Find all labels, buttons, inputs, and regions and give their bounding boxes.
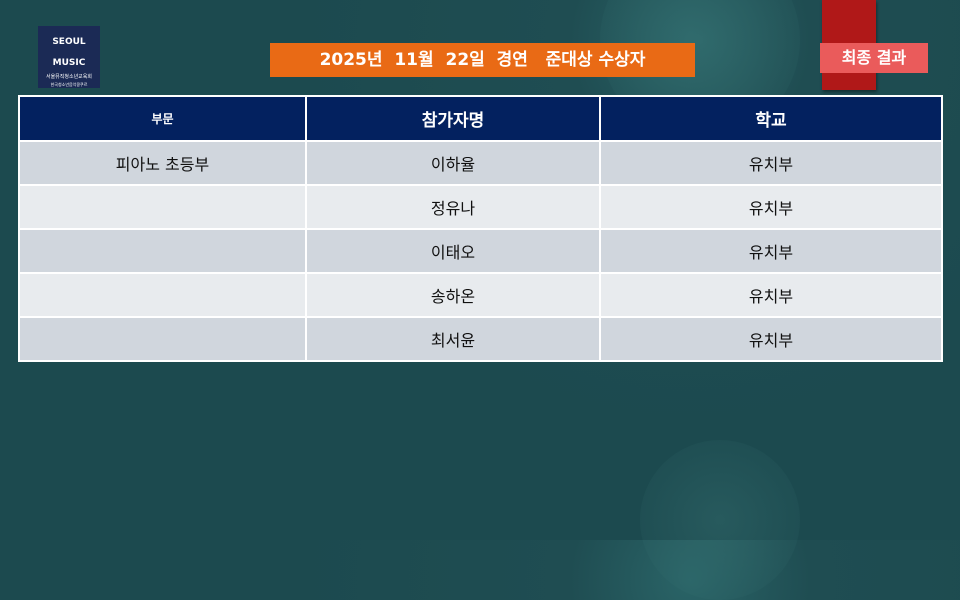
- table-row: 최서윤 유치부: [18, 316, 943, 362]
- cell-name: 정유나: [305, 184, 601, 230]
- cell-name: 이하율: [305, 140, 601, 186]
- logo-org: 서울뮤직청소년교육회: [45, 74, 92, 80]
- cell-school: 유치부: [599, 184, 943, 230]
- cell-name: 이태오: [305, 228, 601, 274]
- cell-category: [18, 228, 307, 274]
- final-result-badge: 최종 결과: [820, 43, 928, 73]
- table-row: 정유나 유치부: [18, 184, 943, 230]
- cell-school: 유치부: [599, 316, 943, 362]
- awardees-table: 부문 참가자명 학교 피아노 초등부 이하율 유치부 정유나 유치부 이태오 유치부 송…: [18, 95, 943, 362]
- background-glow: [640, 440, 800, 600]
- logo-text: MUSIC: [52, 58, 86, 68]
- page-title: 2025년 11월 22일 경연 준대상 수상자: [270, 43, 695, 77]
- cell-name: 최서윤: [305, 316, 601, 362]
- cell-category: [18, 184, 307, 230]
- cell-name: 송하온: [305, 272, 601, 318]
- cell-school: 유치부: [599, 272, 943, 318]
- table-row: 이태오 유치부: [18, 228, 943, 274]
- cell-school: 유치부: [599, 228, 943, 274]
- cell-category: 피아노 초등부: [18, 140, 307, 186]
- cell-school: 유치부: [599, 140, 943, 186]
- column-header-category: 부문: [18, 95, 307, 142]
- logo-text: SEOUL: [52, 37, 86, 47]
- column-header-school: 학교: [599, 95, 943, 142]
- column-header-name: 참가자명: [305, 95, 601, 142]
- cell-category: [18, 272, 307, 318]
- logo-org-sub: 한국청소년음악콩쿠르: [50, 82, 88, 87]
- table-header: 부문 참가자명 학교: [18, 95, 943, 142]
- table-row: 송하온 유치부: [18, 272, 943, 318]
- table-row: 피아노 초등부 이하율 유치부: [18, 140, 943, 186]
- seoul-music-logo: SEOUL MUSIC 서울뮤직청소년교육회 한국청소년음악콩쿠르: [38, 26, 100, 88]
- cell-category: [18, 316, 307, 362]
